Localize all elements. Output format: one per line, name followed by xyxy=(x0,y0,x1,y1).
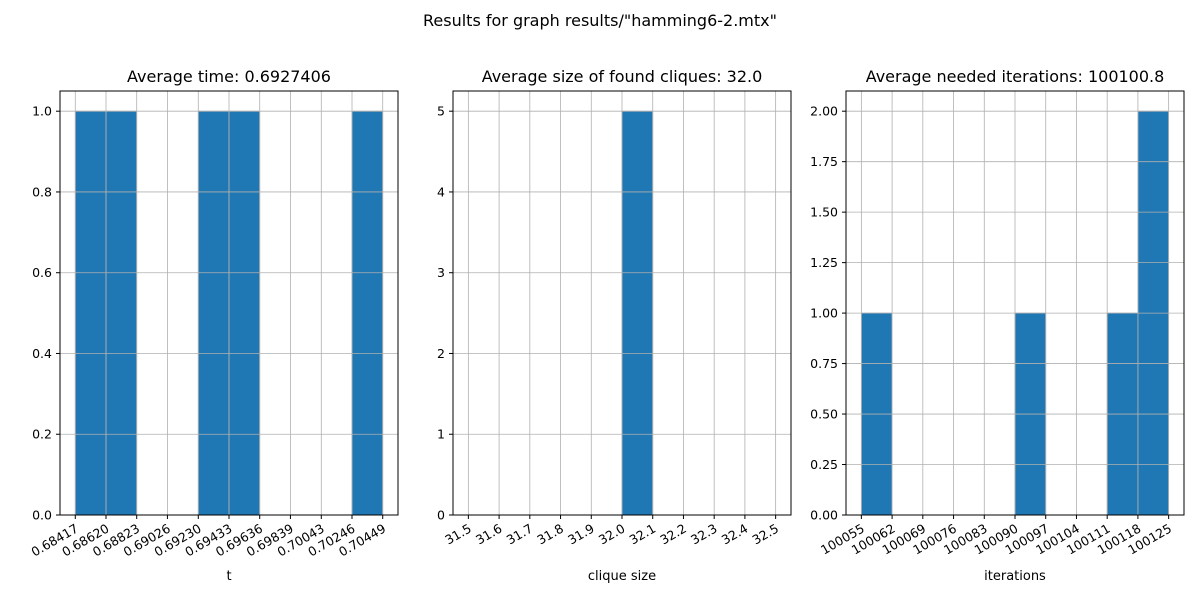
x-tick-label: 32.4 xyxy=(719,521,751,548)
histogram-bar xyxy=(197,110,230,516)
y-tick-label: 1.00 xyxy=(810,306,838,321)
y-tick-label: 0.0 xyxy=(32,508,52,523)
y-tick-label: 2.00 xyxy=(810,104,838,119)
y-tick-label: 1 xyxy=(437,427,445,442)
y-tick-label: 0.4 xyxy=(32,346,52,361)
y-tick-label: 0 xyxy=(437,508,445,523)
x-tick-label: 31.9 xyxy=(565,521,597,548)
x-axis-label: iterations xyxy=(984,569,1046,584)
subplot-title: Average size of found cliques: 32.0 xyxy=(482,67,763,86)
x-tick-label: 32.0 xyxy=(596,521,628,548)
histogram-bar xyxy=(621,110,654,516)
x-tick-label: 32.1 xyxy=(627,521,659,548)
x-axis-label: t xyxy=(226,569,231,584)
histogram-bar xyxy=(105,110,138,516)
y-tick-label: 0.00 xyxy=(810,508,838,523)
y-tick-label: 1.50 xyxy=(810,205,838,220)
y-tick-label: 1.75 xyxy=(810,154,838,169)
subplot-1: 0.00.20.40.60.81.00.684170.686200.688230… xyxy=(29,67,399,584)
y-tick-label: 0.2 xyxy=(32,427,52,442)
subplots: 0.00.20.40.60.81.00.684170.686200.688230… xyxy=(29,67,1185,584)
y-tick-label: 5 xyxy=(437,104,445,119)
x-tick-label: 32.3 xyxy=(688,521,720,548)
subplot-title: Average needed iterations: 100100.8 xyxy=(866,67,1165,86)
x-axis-label: clique size xyxy=(588,569,656,584)
x-tick-label: 31.5 xyxy=(442,521,474,548)
y-tick-label: 0.50 xyxy=(810,407,838,422)
subplot-3: 0.000.250.500.751.001.251.501.752.001000… xyxy=(810,67,1185,584)
histogram-bar xyxy=(74,110,107,516)
y-tick-label: 1.25 xyxy=(810,255,838,270)
x-tick-label: 31.6 xyxy=(473,521,505,548)
y-tick-label: 4 xyxy=(437,184,445,199)
y-tick-label: 2 xyxy=(437,346,445,361)
x-tick-label: 32.2 xyxy=(657,521,689,548)
y-tick-label: 3 xyxy=(437,265,445,280)
y-tick-label: 0.25 xyxy=(810,457,838,472)
histogram-bar xyxy=(351,110,384,516)
x-tick-label: 32.5 xyxy=(750,521,782,548)
x-tick-label: 31.8 xyxy=(534,521,566,548)
y-tick-label: 0.75 xyxy=(810,356,838,371)
x-tick-label: 31.7 xyxy=(504,521,536,548)
y-tick-label: 0.8 xyxy=(32,184,52,199)
y-tick-label: 0.6 xyxy=(32,265,52,280)
subplot-title: Average time: 0.6927406 xyxy=(127,67,331,86)
histogram-bar xyxy=(228,110,261,516)
y-tick-label: 1.0 xyxy=(32,104,52,119)
figure-suptitle: Results for graph results/"hamming6-2.mt… xyxy=(423,11,777,30)
